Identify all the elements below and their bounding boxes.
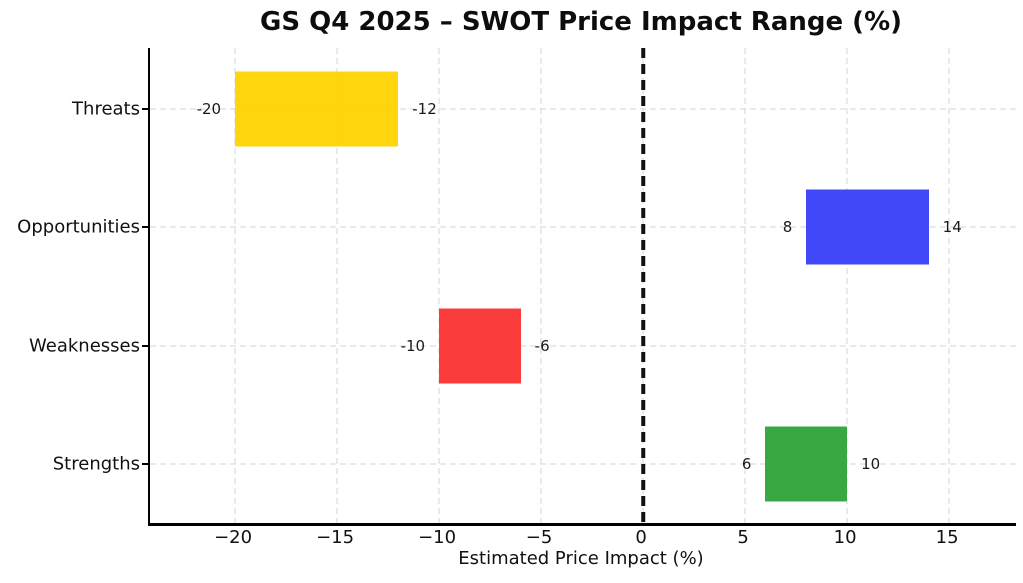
x-tick-label: 0 — [635, 527, 647, 548]
y-tick-mark — [141, 226, 148, 229]
bar-start-value-label: 8 — [782, 218, 793, 237]
zero-reference-line — [641, 48, 645, 523]
y-category-label: Strengths — [52, 453, 140, 475]
range-bar-strengths — [765, 426, 848, 502]
y-category-label: Opportunities — [17, 216, 140, 238]
vertical-gridline — [744, 48, 746, 523]
bar-start-value-label: -10 — [400, 336, 426, 355]
vertical-gridline — [234, 48, 236, 523]
x-tick-label: 15 — [935, 527, 959, 548]
y-tick-mark — [141, 107, 148, 110]
y-category-label: Threats — [72, 98, 140, 120]
y-axis-category-labels: Threats Opportunities Weaknesses Strengths — [0, 48, 140, 523]
bar-start-value-label: 6 — [741, 455, 752, 474]
x-tick-label: −10 — [418, 527, 457, 548]
x-axis-tick-labels: −20 −15 −10 −5 0 5 10 15 — [148, 527, 1014, 549]
plot-area: -20 -12 8 14 -10 -6 6 10 — [141, 48, 1016, 526]
vertical-gridline — [948, 48, 950, 523]
bar-end-value-label: 14 — [942, 218, 962, 237]
y-tick-mark — [141, 463, 148, 466]
x-tick-label: −20 — [214, 527, 253, 548]
bar-start-value-label: -20 — [196, 99, 222, 118]
vertical-gridline — [540, 48, 542, 523]
x-tick-label: 10 — [833, 527, 857, 548]
x-tick-label: 5 — [737, 527, 749, 548]
range-bar-threats — [235, 71, 399, 147]
horizontal-gridline — [150, 108, 1016, 110]
vertical-gridline — [336, 48, 338, 523]
chart-title: GS Q4 2025 – SWOT Price Impact Range (%) — [259, 7, 902, 37]
horizontal-gridline — [150, 226, 1016, 228]
x-tick-label: −5 — [525, 527, 553, 548]
bar-end-value-label: -12 — [412, 99, 437, 118]
x-axis-title: Estimated Price Impact (%) — [458, 548, 704, 569]
vertical-gridline — [438, 48, 440, 523]
vertical-gridline — [846, 48, 848, 523]
range-bar-weaknesses — [439, 308, 521, 384]
y-category-label: Weaknesses — [29, 335, 140, 357]
y-tick-mark — [141, 344, 148, 347]
horizontal-gridline — [150, 463, 1016, 465]
x-tick-label: −15 — [316, 527, 355, 548]
bar-end-value-label: -6 — [534, 336, 550, 355]
bar-end-value-label: 10 — [861, 455, 881, 474]
range-bar-opportunities — [806, 189, 929, 265]
horizontal-gridline — [150, 345, 1016, 347]
